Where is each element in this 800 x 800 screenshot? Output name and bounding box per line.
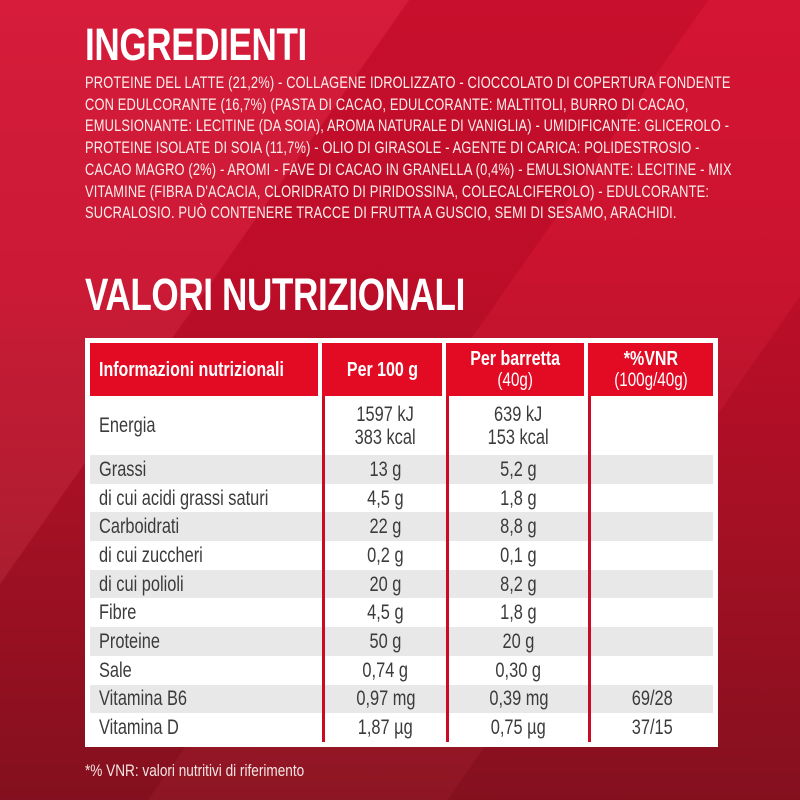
value-per-100g: 0,2 g xyxy=(322,541,446,570)
value-vnr xyxy=(588,541,713,570)
value-vnr xyxy=(588,569,713,599)
col-header-per-100g-label: Per 100 g xyxy=(346,358,418,381)
vnr-footnote: *% VNR: valori nutritivi di riferimento xyxy=(85,761,305,780)
col-header-per-barretta: Per barretta (40g) xyxy=(446,343,588,396)
value-per-barretta: 8,2 g xyxy=(446,569,588,599)
table-row: Energia 1597 kJ 383 kcal 639 kJ 153 kcal xyxy=(90,396,713,455)
value-per-100g: 0,97 mg xyxy=(322,684,446,714)
value-per-barretta: 0,39 mg xyxy=(446,684,588,714)
table-row: di cui polioli 20 g 8,2 g xyxy=(90,569,713,599)
value-vnr xyxy=(588,512,713,542)
col-header-per-barretta-sub: (40g) xyxy=(497,370,533,391)
value-per-barretta: 20 g xyxy=(446,627,588,656)
table-row: Vitamina D 1,87 µg 0,75 µg 37/15 xyxy=(90,713,713,742)
value-per-100g: 1597 kJ 383 kcal xyxy=(322,396,446,455)
value-per-barretta: 0,75 µg xyxy=(446,713,588,742)
value-per-barretta: 0,1 g xyxy=(446,541,588,570)
col-header-vnr-sub: (100g/40g) xyxy=(613,370,688,391)
value-vnr xyxy=(588,598,713,628)
value-per-barretta: 8,8 g xyxy=(446,512,588,542)
table-row: di cui zuccheri 0,2 g 0,1 g xyxy=(90,541,713,570)
row-label: Fibre xyxy=(99,601,137,625)
ingredients-text: PROTEINE DEL LATTE (21,2%) - COLLAGENE I… xyxy=(85,74,732,223)
table-header-row: Informazioni nutrizionali Per 100 g Per … xyxy=(90,343,713,396)
value-vnr xyxy=(588,483,713,513)
row-label: Energia xyxy=(99,414,156,437)
value-per-barretta: 1,8 g xyxy=(446,483,588,513)
value-per-100g: 20 g xyxy=(322,569,446,599)
row-label: Sale xyxy=(99,658,132,682)
value-per-barretta: 5,2 g xyxy=(446,455,588,484)
nutrition-title: VALORI NUTRIZIONALI xyxy=(85,269,465,320)
table-row: di cui acidi grassi saturi 4,5 g 1,8 g xyxy=(90,483,713,513)
value-per-100g: 13 g xyxy=(322,455,446,484)
value-vnr: 37/15 xyxy=(588,713,713,742)
value-per-100g: 4,5 g xyxy=(322,483,446,513)
value-per-100g: 4,5 g xyxy=(322,598,446,628)
table-row: Vitamina B6 0,97 mg 0,39 mg 69/28 xyxy=(90,684,713,714)
row-label: Proteine xyxy=(99,629,161,653)
value-per-barretta: 1,8 g xyxy=(446,598,588,628)
col-header-vnr: *%VNR (100g/40g) xyxy=(588,343,713,396)
table-row: Grassi 13 g 5,2 g xyxy=(90,455,713,484)
value-per-100g: 22 g xyxy=(322,512,446,542)
value-vnr xyxy=(588,627,713,656)
row-label: di cui zuccheri xyxy=(99,543,203,567)
value-vnr xyxy=(588,455,713,484)
value-per-barretta: 639 kJ 153 kcal xyxy=(446,396,588,455)
table-row: Fibre 4,5 g 1,8 g xyxy=(90,598,713,628)
table-row: Carboidrati 22 g 8,8 g xyxy=(90,512,713,542)
col-header-informazioni: Informazioni nutrizionali xyxy=(90,343,322,396)
row-label: Grassi xyxy=(99,457,147,481)
row-label: di cui acidi grassi saturi xyxy=(99,486,269,510)
value-vnr xyxy=(588,655,713,685)
value-vnr: 69/28 xyxy=(588,684,713,714)
table-body: Energia 1597 kJ 383 kcal 639 kJ 153 kcal Gr… xyxy=(90,396,713,742)
row-label: di cui polioli xyxy=(99,572,184,596)
nutrition-table: Informazioni nutrizionali Per 100 g Per … xyxy=(85,338,718,747)
row-label: Vitamina D xyxy=(99,716,179,740)
row-label: Vitamina B6 xyxy=(99,687,188,711)
table-row: Sale 0,74 g 0,30 g xyxy=(90,655,713,685)
value-per-100g: 0,74 g xyxy=(322,655,446,685)
col-header-vnr-label: *%VNR xyxy=(623,348,678,370)
row-label: Carboidrati xyxy=(99,515,180,539)
value-per-barretta: 0,30 g xyxy=(446,655,588,685)
value-per-100g: 1,87 µg xyxy=(322,713,446,742)
col-header-informazioni-label: Informazioni nutrizionali xyxy=(99,358,284,381)
value-vnr xyxy=(588,396,713,455)
value-per-100g: 50 g xyxy=(322,627,446,656)
table-row: Proteine 50 g 20 g xyxy=(90,627,713,656)
ingredients-title: INGREDIENTI xyxy=(85,19,307,70)
col-header-per-barretta-label: Per barretta xyxy=(470,348,560,370)
col-header-per-100g: Per 100 g xyxy=(322,343,446,396)
